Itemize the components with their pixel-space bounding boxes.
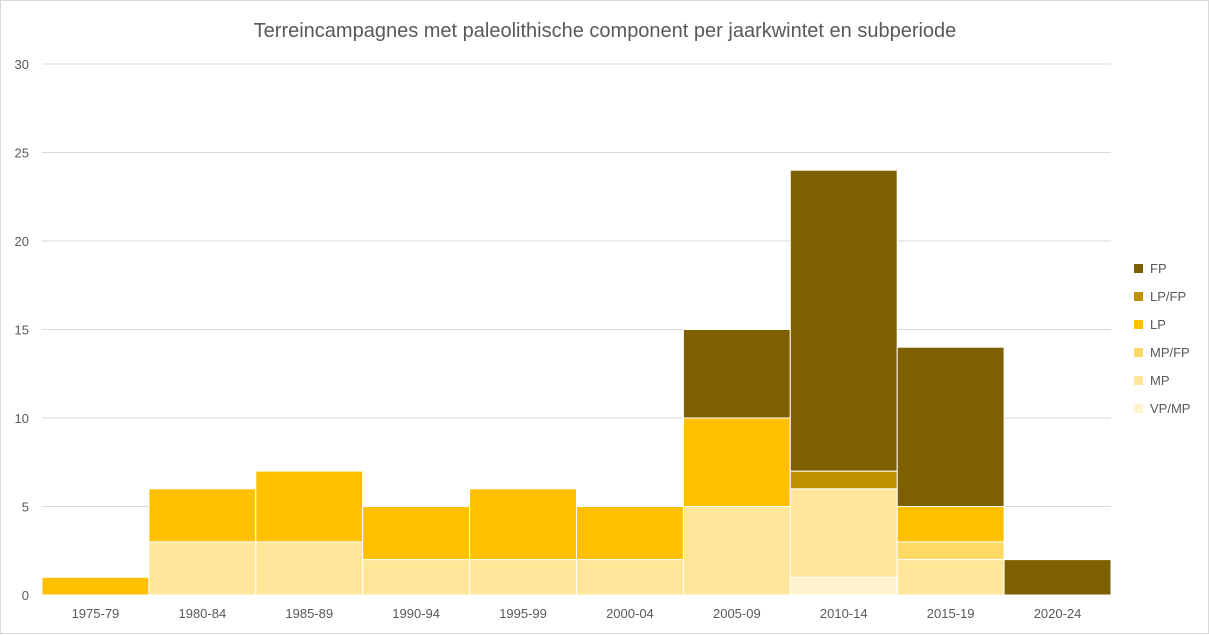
bar-segment (255, 470, 364, 543)
bar-segment (148, 541, 257, 596)
bar-segment (896, 506, 1005, 543)
legend-label: MP (1150, 373, 1170, 388)
bar-segment (576, 559, 684, 596)
bar-segment (896, 541, 1005, 561)
bar-segment (789, 488, 898, 578)
bar-segment (682, 329, 791, 419)
x-tick-label: 2000-04 (606, 606, 654, 621)
legend-item: MP (1134, 373, 1170, 388)
legend-swatch (1134, 292, 1143, 301)
legend-swatch (1134, 376, 1143, 385)
x-tick-label: 1995-99 (499, 606, 547, 621)
bar-segment (789, 576, 898, 596)
y-tick-label: 5 (22, 500, 29, 515)
legend-item: MP/FP (1134, 345, 1190, 360)
x-tick-label: 1980-84 (178, 606, 226, 621)
x-tick-label: 1990-94 (392, 606, 440, 621)
bars (41, 169, 1112, 596)
y-axis: 0 5 10 15 20 25 30 (15, 57, 29, 603)
y-tick-label: 0 (22, 588, 29, 603)
chart-title: Terreincampagnes met paleolithische comp… (254, 20, 957, 42)
x-tick-label: 1985-89 (285, 606, 333, 621)
bar-segment (469, 559, 578, 596)
x-tick-label: 2020-24 (1034, 606, 1082, 621)
legend-swatch (1134, 320, 1143, 329)
bar-segment (896, 559, 1005, 596)
legend-label: LP (1150, 317, 1166, 332)
y-tick-label: 15 (15, 323, 29, 338)
legend-item: FP (1134, 261, 1167, 276)
bar-segment (362, 559, 471, 596)
bar-segment (41, 576, 150, 596)
bar-segment (682, 417, 791, 507)
x-tick-label: 2010-14 (820, 606, 868, 621)
bar-segment (789, 169, 898, 472)
x-tick-label: 2015-19 (927, 606, 975, 621)
bar-segment (896, 346, 1005, 508)
legend-item: VP/MP (1134, 401, 1190, 416)
bar-segment (255, 541, 364, 596)
y-tick-label: 30 (15, 57, 29, 72)
legend-label: FP (1150, 261, 1167, 276)
y-tick-label: 20 (15, 234, 29, 249)
legend-swatch (1134, 348, 1143, 357)
y-tick-label: 10 (15, 411, 29, 426)
bar-segment (1003, 559, 1112, 596)
legend-item: LP/FP (1134, 289, 1186, 304)
legend-item: LP (1134, 317, 1166, 332)
y-tick-label: 25 (15, 146, 29, 161)
bar-segment (469, 488, 578, 561)
legend-swatch (1134, 264, 1143, 273)
bar-segment (362, 506, 471, 561)
x-tick-label: 1975-79 (72, 606, 120, 621)
bar-segment (682, 506, 791, 596)
x-tick-label: 2005-09 (713, 606, 761, 621)
legend-label: VP/MP (1150, 401, 1190, 416)
legend-label: MP/FP (1150, 345, 1190, 360)
bar-segment (789, 470, 898, 490)
legend-swatch (1134, 404, 1143, 413)
bar-segment (148, 488, 257, 543)
bar-segment (576, 506, 684, 561)
legend-label: LP/FP (1150, 289, 1186, 304)
x-axis: 1975-79 1980-84 1985-89 1990-94 1995-99 2000-… (72, 606, 1082, 621)
legend: FP LP/FP LP MP/FP MP VP/MP (1134, 261, 1190, 416)
